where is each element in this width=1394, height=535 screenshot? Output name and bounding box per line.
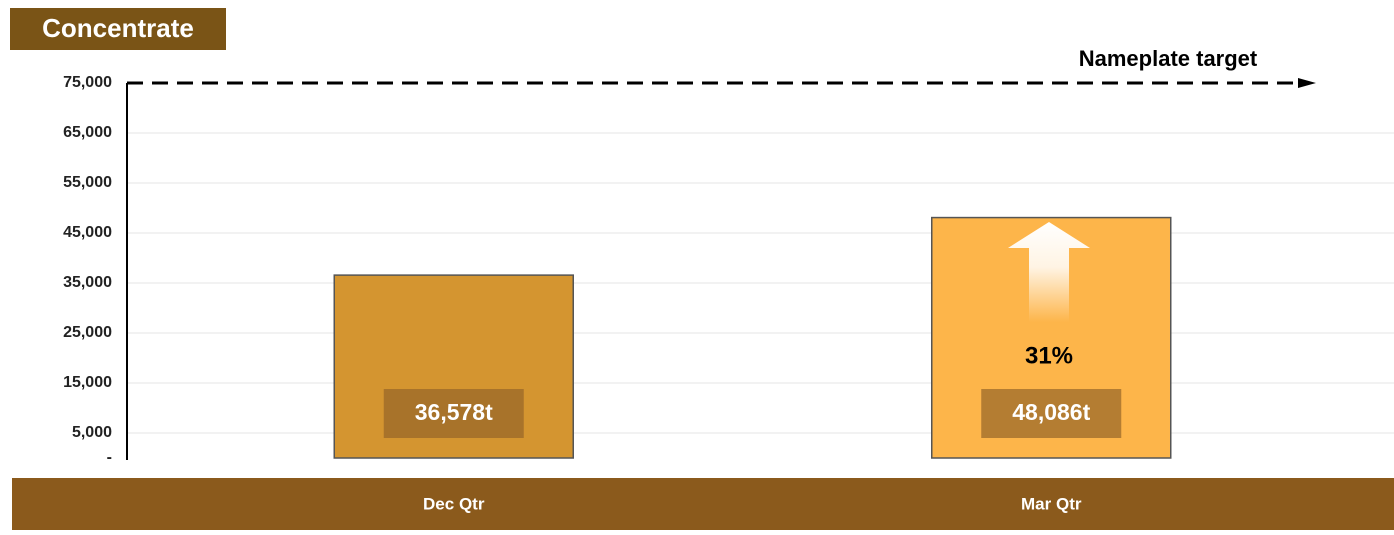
- y-tick-label: 55,000: [63, 174, 112, 191]
- y-tick-label: 25,000: [63, 324, 112, 341]
- x-tick-label: Mar Qtr: [1021, 494, 1082, 513]
- target-label: Nameplate target: [1079, 46, 1258, 71]
- y-tick-label: 5,000: [72, 424, 112, 441]
- target-arrowhead: [1298, 78, 1316, 88]
- value-label: 48,086t: [1012, 399, 1090, 425]
- x-tick-label: Dec Qtr: [423, 494, 485, 513]
- y-tick-label: -: [107, 449, 112, 466]
- y-tick-label: 45,000: [63, 224, 112, 241]
- y-tick-label: 15,000: [63, 374, 112, 391]
- annotation: 31%: [1025, 342, 1073, 369]
- value-label: 36,578t: [415, 399, 493, 425]
- chart-title: Concentrate: [42, 13, 194, 43]
- value-label-box: [981, 389, 1122, 438]
- y-tick-label: 75,000: [63, 74, 112, 91]
- title-box: [10, 8, 226, 50]
- increase-arrow: [1008, 222, 1090, 322]
- plot: - 5,000 15,000 25,000 35,000 45,000 55,000 65,0…: [63, 74, 1394, 513]
- y-tick-label: 35,000: [63, 274, 112, 291]
- value-label-box: [383, 389, 524, 438]
- category-band: [12, 478, 1394, 530]
- y-tick-label: 65,000: [63, 124, 112, 141]
